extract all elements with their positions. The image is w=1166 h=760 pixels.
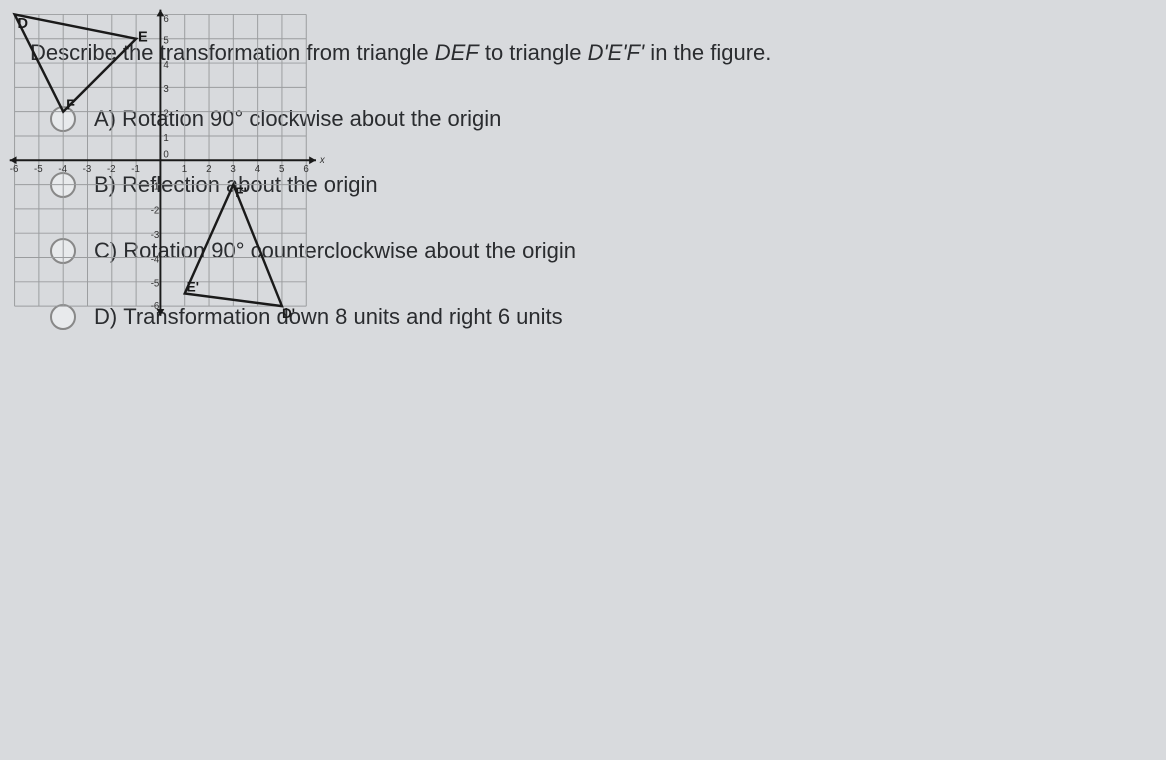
svg-text:4: 4 <box>255 164 261 175</box>
svg-text:x: x <box>319 155 326 166</box>
svg-text:1: 1 <box>182 164 187 175</box>
svg-text:6: 6 <box>303 164 308 175</box>
svg-text:-1: -1 <box>131 164 140 175</box>
svg-text:5: 5 <box>163 36 168 47</box>
svg-text:0: 0 <box>163 149 169 160</box>
svg-text:-3: -3 <box>83 164 92 175</box>
svg-text:6: 6 <box>163 14 168 25</box>
svg-text:F: F <box>66 98 75 114</box>
svg-text:E: E <box>138 30 148 46</box>
graph-svg: 0 x 1 2 3 4 5 6 -1 -2 -3 -4 -5 -6 1 2 3 … <box>0 0 350 340</box>
svg-text:4: 4 <box>163 60 169 71</box>
svg-text:3: 3 <box>163 84 168 95</box>
svg-text:-6: -6 <box>151 301 160 312</box>
svg-text:-5: -5 <box>151 279 160 290</box>
svg-text:2: 2 <box>163 109 168 120</box>
svg-text:D': D' <box>282 306 295 321</box>
svg-text:1: 1 <box>163 133 168 144</box>
svg-text:-4: -4 <box>151 254 160 265</box>
question-mid: to triangle <box>479 40 588 65</box>
svg-text:F': F' <box>235 185 247 200</box>
svg-text:-1: -1 <box>151 181 160 192</box>
svg-text:-5: -5 <box>34 164 43 175</box>
svg-text:-2: -2 <box>107 164 116 175</box>
question-tri2: D'E'F' <box>588 40 645 65</box>
svg-text:-6: -6 <box>10 164 19 175</box>
svg-text:E': E' <box>187 280 199 295</box>
svg-text:-2: -2 <box>151 206 160 217</box>
svg-text:5: 5 <box>279 164 284 175</box>
svg-text:-3: -3 <box>151 230 160 241</box>
svg-text:D: D <box>18 16 29 32</box>
question-suffix: in the figure. <box>644 40 771 65</box>
svg-text:3: 3 <box>230 164 235 175</box>
svg-text:2: 2 <box>206 164 211 175</box>
question-tri1: DEF <box>435 40 479 65</box>
svg-text:-4: -4 <box>58 164 67 175</box>
